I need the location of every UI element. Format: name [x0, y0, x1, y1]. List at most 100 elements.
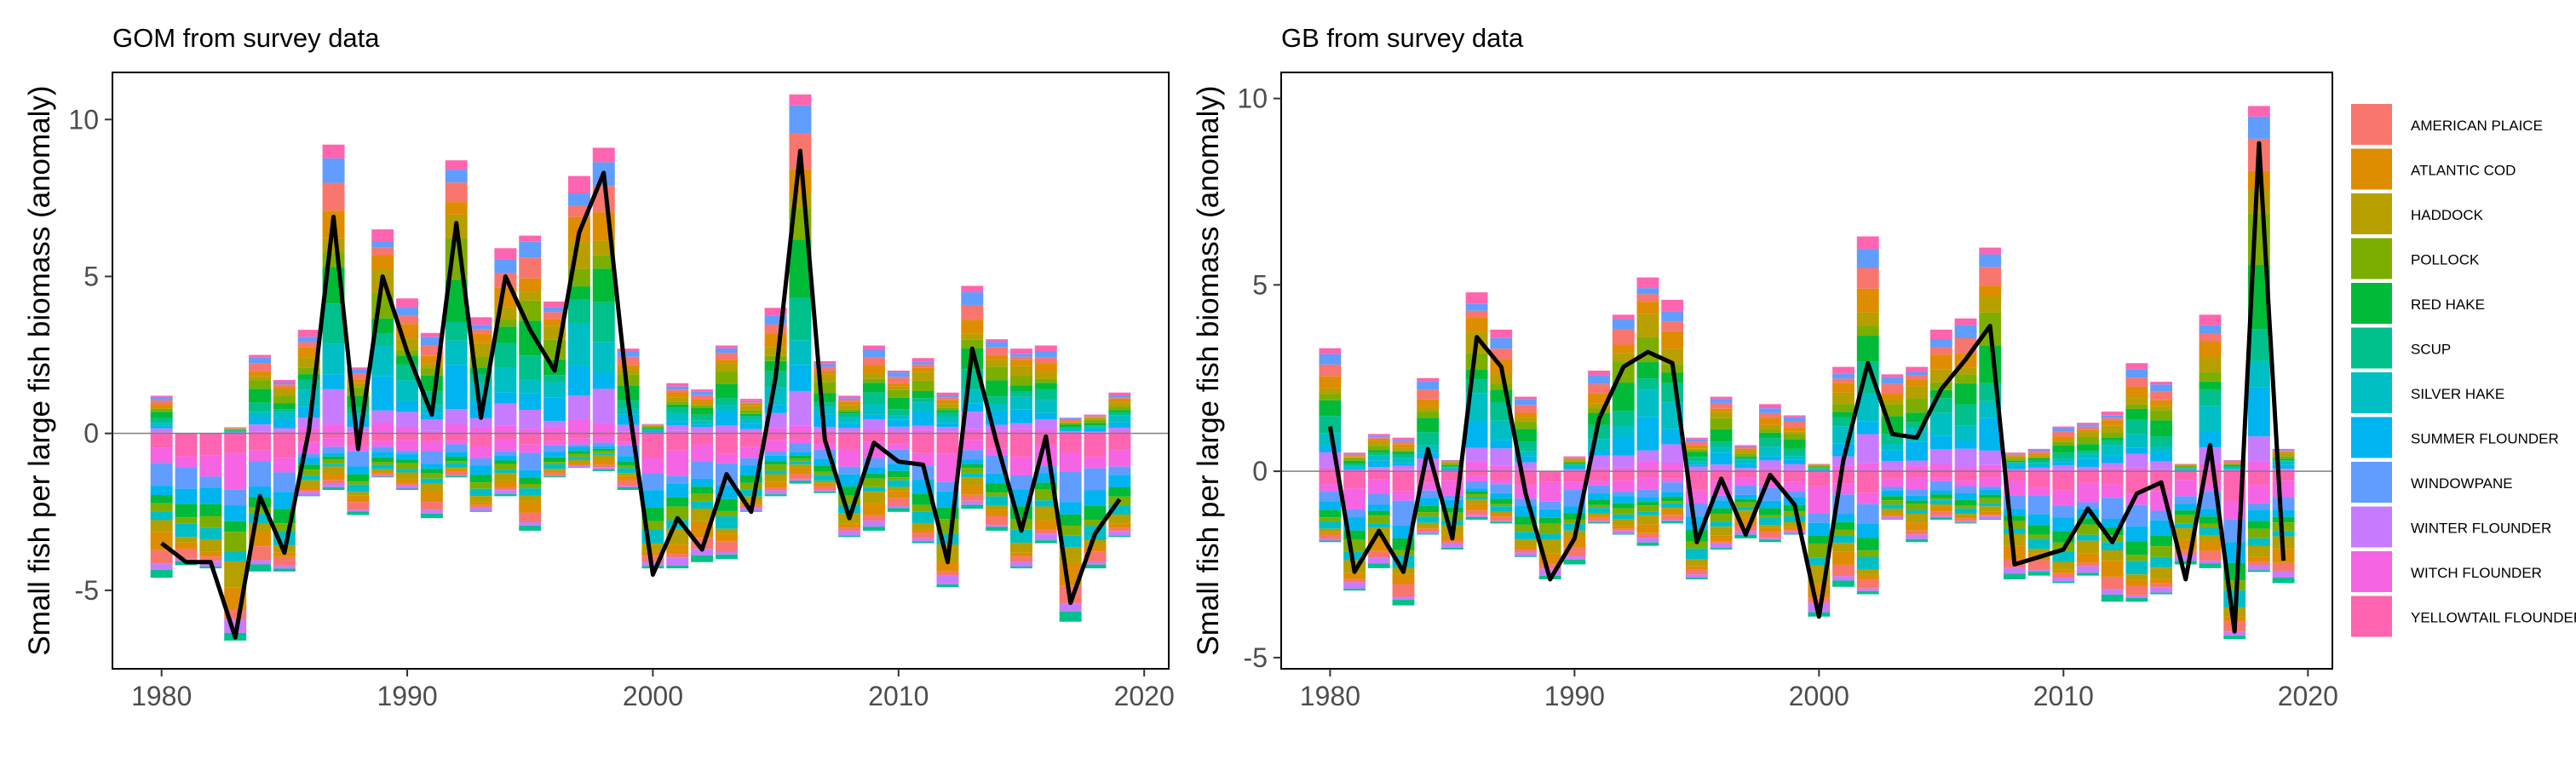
gom-bar-2004-yellowtail-flounder-neg — [740, 434, 762, 447]
gom-bar-1987-summer-flounder — [323, 374, 345, 389]
gb-bar-1992-atlantic-cod-neg — [1613, 526, 1635, 529]
gom-bar-1990-windowpane — [396, 308, 418, 316]
gb-y-tick-label: 5 — [1252, 269, 1268, 300]
gom-bar-2015-summer-flounder — [1010, 410, 1032, 423]
gb-bar-2015-pollock — [2175, 466, 2197, 467]
gom-bar-2012-pollock — [936, 408, 958, 411]
gom-bar-2003-winter-flounder-neg — [716, 552, 738, 555]
gb-bar-2006-winter-flounder-neg — [1955, 521, 1977, 523]
gb-bar-1994-yellowtail-flounder-neg — [1661, 471, 1683, 479]
gb-bar-2001-red-hake — [1832, 412, 1854, 417]
gb-bar-1996-summer-flounder — [1711, 453, 1733, 464]
gb-bar-2016-scup-neg — [2199, 563, 2222, 568]
gom-bar-2004-american-plaice — [740, 402, 762, 403]
gom-bar-1997-silver-hake-neg — [568, 457, 590, 459]
gb-bar-2002-winter-flounder-neg — [1857, 589, 1879, 591]
gb-bar-2007-winter-flounder-neg — [1979, 516, 2001, 519]
gb-bar-2009-silver-hake-neg — [2028, 538, 2050, 549]
gom-bar-1984-haddock — [249, 377, 271, 380]
gom-bar-2005-windowpane-neg — [765, 452, 787, 456]
gb-bar-1998-scup — [1759, 438, 1781, 446]
gb-bar-2016-winter-flounder-neg — [2199, 561, 2222, 563]
gom-bar-1989-american-plaice-neg — [371, 474, 394, 475]
gom-bar-2001-red-hake-neg — [666, 498, 688, 507]
gb-bar-2013-american-plaice-neg — [2126, 585, 2148, 595]
gb-bar-1996-pollock-neg — [1711, 514, 1733, 521]
gb-bar-2011-atlantic-cod-neg — [2077, 554, 2099, 563]
gom-bar-1990-silver-hake-neg — [396, 469, 418, 472]
gb-bar-1999-witch-flounder-neg — [1784, 482, 1806, 492]
gom-bar-1982-yellowtail-flounder-neg — [199, 434, 221, 456]
gb-bar-1992-american-plaice-neg — [1613, 529, 1635, 531]
gb-bar-1980-american-plaice — [1319, 365, 1341, 377]
gom-bar-2000-red-hake — [641, 428, 664, 429]
gom-bar-2019-winter-flounder — [1108, 428, 1130, 431]
gb-bar-2003-windowpane-neg — [1882, 486, 1904, 490]
gb-bar-1981-pollock-neg — [1343, 540, 1366, 551]
gb-bar-1992-silver-hake — [1613, 426, 1635, 436]
gb-bar-1987-silver-hake — [1490, 421, 1512, 440]
gom-bar-1984-scup — [249, 403, 271, 412]
gb-bar-2018-atlantic-cod-neg — [2248, 556, 2270, 562]
gom-bar-1999-atlantic-cod-neg — [618, 475, 640, 481]
legend-label-yellowtail-flounder: YELLOWTAIL FLOUNDER — [2411, 610, 2576, 626]
gb-bar-2002-red-hake-neg — [1857, 538, 1879, 550]
gb-bar-1982-yellowtail-flounder — [1368, 434, 1390, 436]
gb-bar-2014-atlantic-cod — [2150, 400, 2172, 406]
gom-bar-2016-haddock-neg — [1035, 507, 1057, 521]
gom-bar-1991-scup-neg — [421, 514, 443, 518]
gom-bar-1995-pollock-neg — [519, 484, 541, 488]
gb-y-tick-label: 0 — [1252, 456, 1268, 486]
gb-bar-1988-yellowtail-flounder — [1515, 397, 1537, 400]
gom-bar-1993-yellowtail-flounder — [470, 317, 492, 325]
gb-bar-1997-silver-hake-neg — [1734, 507, 1757, 510]
gom-bar-2012-winter-flounder-neg — [936, 576, 958, 584]
gom-bar-1984-pollock — [249, 380, 271, 388]
gb-bar-2003-witch-flounder-neg — [1882, 479, 1904, 487]
legend-swatch-yellowtail-flounder — [2351, 596, 2392, 637]
gom-bar-1987-yellowtail-flounder — [323, 145, 345, 158]
gom-bar-1985-windowpane — [273, 383, 296, 384]
gom-bar-2010-silver-hake — [888, 416, 910, 420]
gom-bar-2003-pollock — [716, 371, 738, 384]
gb-bar-1984-red-hake-neg — [1417, 506, 1439, 512]
gb-bar-1997-haddock — [1734, 451, 1757, 454]
gom-bar-1992-silver-hake — [446, 341, 468, 365]
legend-label-summer-flounder: SUMMER FLOUNDER — [2411, 431, 2559, 447]
gom-bar-1996-yellowtail-flounder — [543, 302, 566, 308]
gb-bar-1990-pollock-neg — [1563, 520, 1585, 524]
gb-bar-1995-scup — [1686, 457, 1708, 461]
gb-bar-1997-yellowtail-flounder — [1734, 446, 1757, 447]
gom-bar-1994-windowpane — [494, 259, 516, 273]
gb-bar-2010-summer-flounder-neg — [2052, 517, 2074, 532]
gb-bar-2004-windowpane-neg — [1906, 489, 1928, 495]
gb-bar-1994-windowpane — [1661, 311, 1683, 321]
gom-bar-2013-red-hake-neg — [961, 464, 983, 468]
gom-bar-2019-witch-flounder-neg — [1108, 450, 1130, 467]
gb-bar-1993-witch-flounder-neg — [1637, 478, 1659, 490]
gom-bar-1992-haddock-neg — [446, 468, 468, 469]
gb-bar-2002-atlantic-cod — [1857, 289, 1879, 313]
gb-bar-1984-winter-flounder-neg — [1417, 532, 1439, 533]
gom-bar-2010-red-hake-neg — [888, 471, 910, 477]
gom-bar-2004-atlantic-cod — [740, 404, 762, 406]
gb-bar-1998-pollock-neg — [1759, 515, 1781, 518]
gb-bar-2009-summer-flounder — [2028, 466, 2050, 468]
gom-bar-1994-scup — [494, 343, 516, 367]
gom-bar-2005-winter-flounder-neg — [765, 491, 787, 495]
gb-bar-2019-yellowtail-flounder-neg — [2273, 471, 2295, 481]
gom-bar-2001-yellowtail-flounder — [666, 383, 688, 387]
gom-bar-1992-yellowtail-flounder-neg — [446, 434, 468, 441]
gb-bar-2010-winter-flounder-neg — [2052, 578, 2074, 582]
gom-bar-1995-silver-hake-neg — [519, 488, 541, 495]
gb-bar-2007-red-hake-neg — [1979, 495, 2001, 498]
gom-bar-2007-red-hake — [814, 393, 836, 402]
gom-bar-1995-haddock-neg — [519, 495, 541, 501]
gb-bar-1988-american-plaice — [1515, 405, 1537, 412]
gom-bar-2001-pollock — [666, 402, 688, 405]
gom-bar-2011-scup-neg — [912, 541, 934, 543]
gb-bar-1994-american-plaice — [1661, 321, 1683, 331]
gom-bar-2011-red-hake — [912, 391, 934, 398]
gom-bar-1992-atlantic-cod-neg — [446, 469, 468, 472]
gb-bar-2000-witch-flounder-neg — [1808, 486, 1830, 514]
